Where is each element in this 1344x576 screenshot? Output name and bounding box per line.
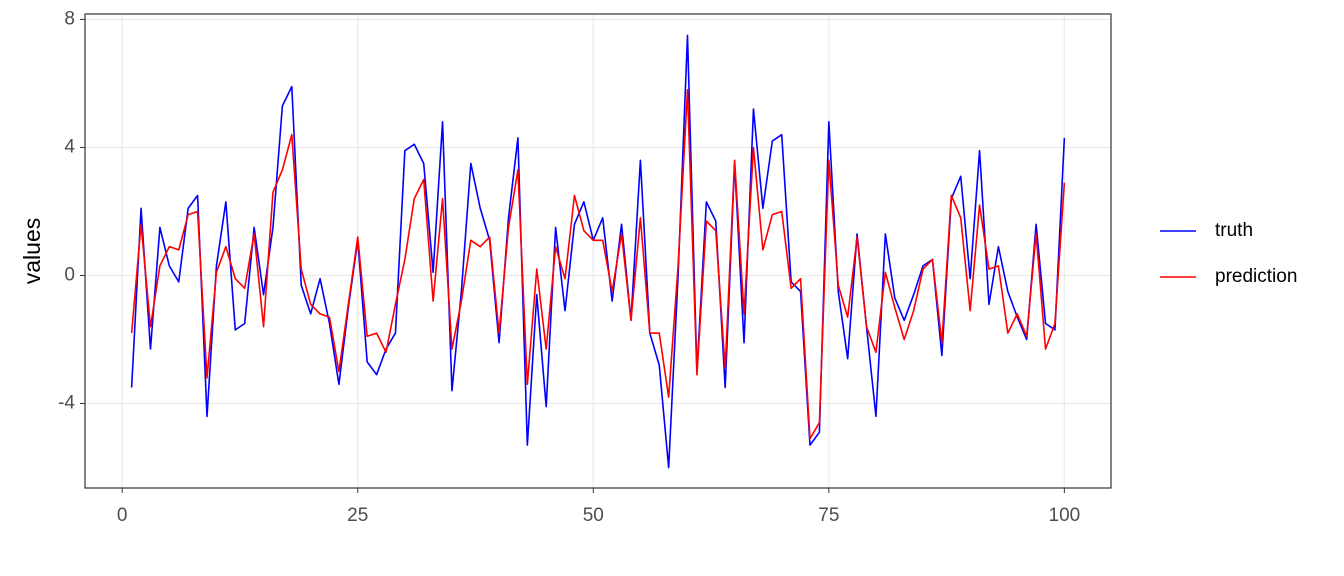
y-tick-label: 8 — [64, 8, 75, 29]
legend-label: truth — [1215, 220, 1253, 241]
y-tick-label: 4 — [64, 136, 75, 157]
x-tick-label: 50 — [583, 505, 604, 526]
y-tick-label: -4 — [58, 393, 75, 414]
legend-label: prediction — [1215, 266, 1297, 287]
series-line — [130, 89, 1066, 440]
x-tick-label: 75 — [818, 505, 839, 526]
y-tick-label: 0 — [64, 264, 75, 285]
series-line — [130, 34, 1066, 469]
x-tick-label: 0 — [117, 505, 128, 526]
plot-background — [85, 14, 1111, 488]
y-axis-title: values — [19, 218, 45, 284]
plot-border — [84, 13, 1112, 489]
x-tick-label: 100 — [1049, 505, 1081, 526]
x-tick-label: 25 — [347, 505, 368, 526]
